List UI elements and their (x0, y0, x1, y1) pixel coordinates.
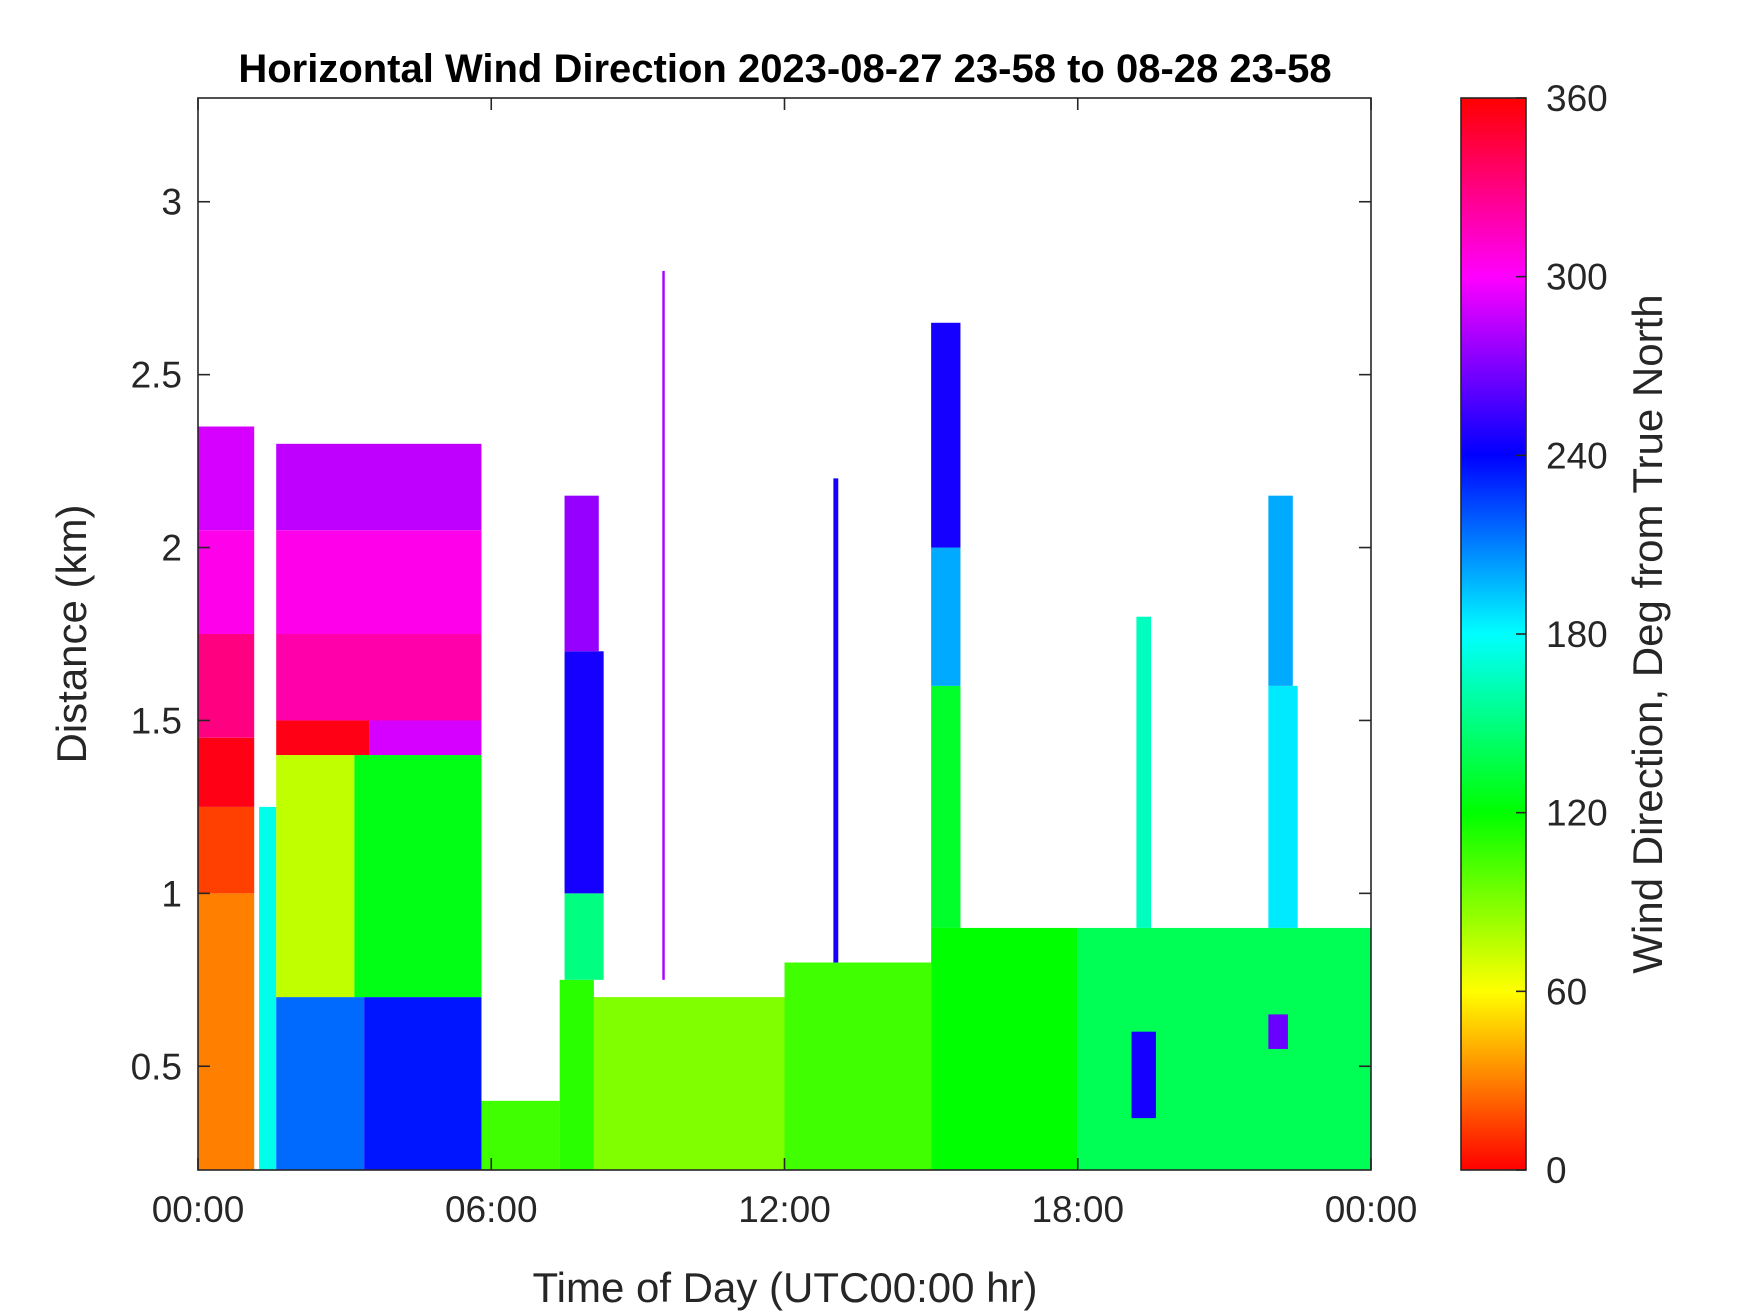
heatmap-cell-9 (276, 755, 355, 998)
heatmap-cell-13 (276, 634, 482, 721)
heatmap-cell-21 (593, 997, 785, 1170)
y-tick-label: 2.5 (131, 355, 182, 396)
heatmap-cell-4 (198, 530, 255, 634)
heatmap-cell-28 (931, 322, 961, 548)
y-axis-title: Distance (km) (48, 504, 95, 763)
colorbar-tick-label: 180 (1546, 614, 1608, 655)
heatmap-cell-19 (564, 651, 604, 894)
heatmap-cell-23 (784, 962, 932, 1170)
heatmap-cell-22 (662, 270, 665, 980)
chart-title: Horizontal Wind Direction 2023-08-27 23-… (238, 47, 1331, 91)
y-tick-label: 3 (161, 182, 182, 223)
colorbar-tick-label: 360 (1546, 78, 1608, 119)
x-tick-label: 18:00 (1031, 1189, 1124, 1230)
colorbar-tick-label: 60 (1546, 971, 1587, 1012)
heatmap-cell-26 (931, 685, 961, 928)
heatmap-cell-31 (1268, 685, 1298, 928)
heatmap-cell-1 (198, 806, 255, 894)
y-tick-label: 1 (161, 873, 182, 914)
heatmap-cell-34 (1268, 1014, 1288, 1049)
heatmap-cell-29 (1077, 927, 1371, 1170)
heatmap-cell-20 (564, 495, 599, 652)
heatmap-cell-14 (276, 530, 482, 634)
heatmap-cell-3 (198, 634, 255, 738)
heatmap-cell-10 (354, 755, 482, 998)
x-tick-label: 12:00 (738, 1189, 831, 1230)
heatmap-cell-25 (931, 927, 1078, 1170)
heatmap-cell-32 (1268, 495, 1293, 686)
y-axis: 0.5 1 1.5 2 2.5 3 (131, 182, 1371, 1087)
colorbar-tick-label: 0 (1546, 1150, 1567, 1191)
y-tick-label: 0.5 (131, 1046, 182, 1087)
y-tick-label: 2 (161, 528, 182, 569)
heatmap-cell-27 (931, 547, 961, 686)
x-axis-title: Time of Day (UTC00:00 hr) (533, 1264, 1038, 1311)
y-tick-label: 1.5 (131, 700, 182, 741)
heatmap-cell-24 (833, 478, 839, 963)
x-axis: 00:00 06:00 12:00 18:00 00:00 (152, 98, 1418, 1230)
x-tick-label: 06:00 (445, 1189, 538, 1230)
heatmap-cell-5 (198, 426, 255, 531)
colorbar-tick-label: 300 (1546, 257, 1608, 298)
heatmap-cell-8 (364, 997, 482, 1170)
heatmap-cell-30 (1136, 616, 1152, 928)
x-tick-label: 00:00 (152, 1189, 245, 1230)
heatmap-cell-18 (564, 893, 604, 980)
colorbar-gradient (1460, 97, 1527, 1171)
heatmap-cell-7 (276, 997, 365, 1170)
colorbar-tick-label: 240 (1546, 435, 1608, 476)
heatmap-cell-0 (198, 893, 255, 1170)
colorbar-tick-label: 120 (1546, 793, 1608, 834)
heatmap-cell-15 (276, 443, 482, 531)
heatmap-cell-17 (559, 979, 594, 1170)
heatmap-cell-2 (198, 737, 255, 807)
heatmap-cell-6 (259, 806, 277, 1170)
heatmap-cell-11 (276, 720, 370, 756)
plot-area (198, 270, 1371, 1170)
heatmap-cell-16 (481, 1100, 560, 1170)
colorbar: 0 60 120 180 240 300 360 (1460, 78, 1608, 1191)
heatmap-cell-33 (1131, 1031, 1156, 1119)
x-tick-label: 00:00 (1325, 1189, 1418, 1230)
colorbar-title: Wind Direction, Deg from True North (1624, 294, 1671, 973)
